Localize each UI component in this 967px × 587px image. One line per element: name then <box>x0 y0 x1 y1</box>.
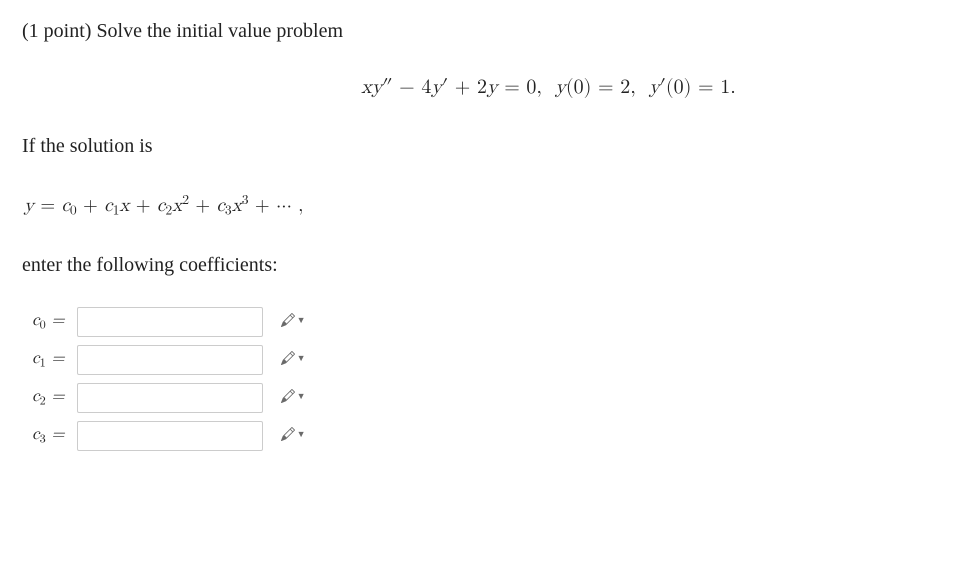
ivp-equation: xy″ − 4y′ + 2y = 0, y(0) = 2, y′(0) = 1. <box>22 75 945 99</box>
coeff-input-c2[interactable] <box>77 383 263 413</box>
help-toggle-c3[interactable]: ▼ <box>281 427 306 441</box>
series-expression: y = c0 + c1x + c2x2 + c3x3 + ··· , <box>24 192 945 220</box>
chevron-down-icon: ▼ <box>297 353 306 363</box>
chevron-down-icon: ▼ <box>297 429 306 439</box>
coeff-label-c0: c0 = <box>26 303 71 341</box>
coeff-label-c3: c3 = <box>26 417 71 455</box>
help-toggle-c2[interactable]: ▼ <box>281 389 306 403</box>
chevron-down-icon: ▼ <box>297 391 306 401</box>
help-toggle-c1[interactable]: ▼ <box>281 351 306 365</box>
coeff-input-c1[interactable] <box>77 345 263 375</box>
coeff-label-c2: c2 = <box>26 379 71 417</box>
pencil-icon <box>281 389 295 403</box>
coeff-row: c0 = ▼ <box>26 303 311 341</box>
coefficients-table: c0 = ▼ c1 = ▼ c2 = ▼ c3 = <box>26 303 311 455</box>
solution-lead: If the solution is <box>22 135 945 158</box>
pencil-icon <box>281 313 295 327</box>
coeff-row: c3 = ▼ <box>26 417 311 455</box>
help-toggle-c0[interactable]: ▼ <box>281 313 306 327</box>
points-label: (1 point) <box>22 20 91 42</box>
coeff-label-c1: c1 = <box>26 341 71 379</box>
coeff-row: c2 = ▼ <box>26 379 311 417</box>
coeff-input-c3[interactable] <box>77 421 263 451</box>
problem-intro: (1 point) Solve the initial value proble… <box>22 20 945 43</box>
pencil-icon <box>281 427 295 441</box>
intro-text: Solve the initial value problem <box>96 20 343 42</box>
chevron-down-icon: ▼ <box>297 315 306 325</box>
pencil-icon <box>281 351 295 365</box>
enter-coefficients-text: enter the following coefficients: <box>22 254 945 277</box>
coeff-row: c1 = ▼ <box>26 341 311 379</box>
coeff-input-c0[interactable] <box>77 307 263 337</box>
